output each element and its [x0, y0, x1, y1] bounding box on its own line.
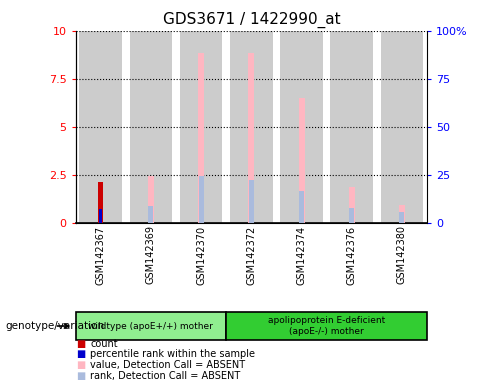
- Bar: [80, 31, 122, 223]
- Text: percentile rank within the sample: percentile rank within the sample: [90, 349, 255, 359]
- Text: wildtype (apoE+/+) mother: wildtype (apoE+/+) mother: [88, 321, 213, 331]
- Text: ■: ■: [76, 371, 85, 381]
- Bar: [148, 207, 153, 223]
- Bar: [399, 205, 405, 223]
- Bar: [299, 191, 304, 223]
- Bar: [230, 31, 273, 223]
- Bar: [199, 176, 203, 223]
- Bar: [299, 98, 305, 223]
- Bar: [280, 31, 323, 223]
- Bar: [99, 182, 103, 223]
- Bar: [349, 187, 355, 223]
- Title: GDS3671 / 1422990_at: GDS3671 / 1422990_at: [163, 12, 340, 28]
- Bar: [76, 312, 226, 340]
- Bar: [148, 176, 154, 223]
- Bar: [349, 208, 354, 223]
- Bar: [330, 31, 373, 223]
- Text: count: count: [90, 339, 118, 349]
- Bar: [99, 209, 102, 223]
- Text: rank, Detection Call = ABSENT: rank, Detection Call = ABSENT: [90, 371, 241, 381]
- Bar: [381, 31, 423, 223]
- Text: ■: ■: [76, 360, 85, 370]
- Text: value, Detection Call = ABSENT: value, Detection Call = ABSENT: [90, 360, 245, 370]
- Text: apolipoprotein E-deficient
(apoE-/-) mother: apolipoprotein E-deficient (apoE-/-) mot…: [268, 316, 385, 336]
- Bar: [399, 212, 405, 223]
- Bar: [248, 53, 254, 223]
- Text: ■: ■: [76, 349, 85, 359]
- Text: ■: ■: [76, 339, 85, 349]
- Bar: [249, 180, 254, 223]
- Bar: [130, 31, 172, 223]
- Text: genotype/variation: genotype/variation: [5, 321, 104, 331]
- Bar: [198, 53, 204, 223]
- Bar: [226, 312, 427, 340]
- Bar: [180, 31, 223, 223]
